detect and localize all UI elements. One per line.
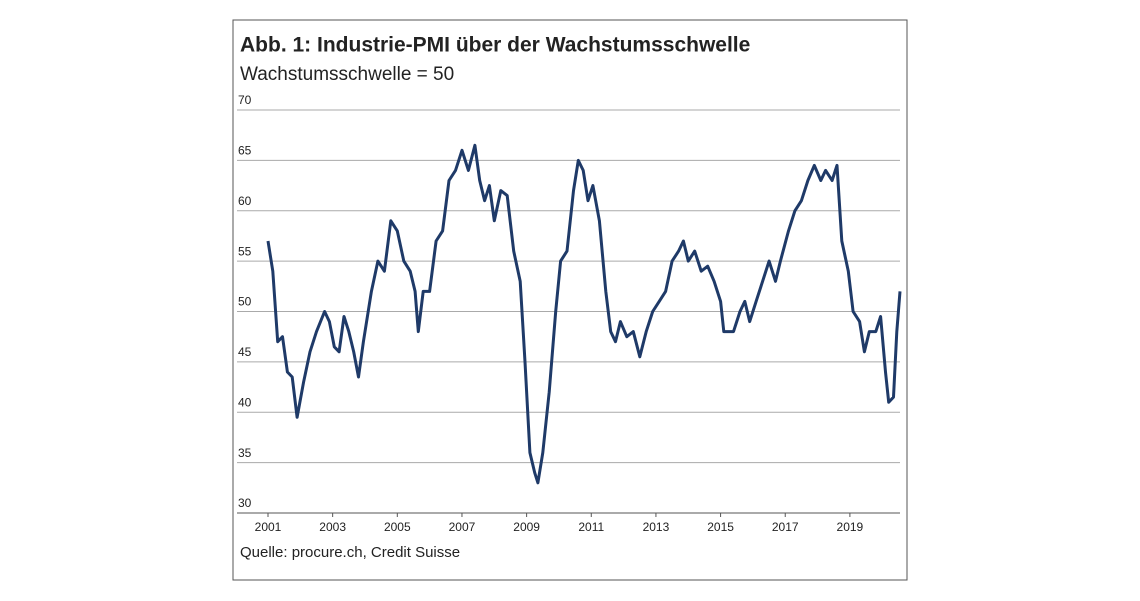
x-tick-label: 2001 (255, 520, 282, 534)
x-tick-label: 2007 (449, 520, 476, 534)
line (266, 143, 902, 485)
chart-title: Abb. 1: Industrie-PMI über der Wachstums… (240, 34, 750, 57)
chart-subtitle: Wachstumsschwelle = 50 (240, 64, 454, 85)
frame (232, 19, 908, 581)
y-tick-label: 60 (238, 194, 252, 208)
x-tick-label: 2013 (643, 520, 670, 534)
y-tick-label: 65 (238, 144, 252, 158)
x-tick-label: 2011 (578, 520, 604, 534)
y-tick-label: 45 (238, 345, 252, 359)
x-tick-label: 2005 (384, 520, 411, 534)
x-tick-label: 2003 (319, 520, 346, 534)
x-tick-label: 2017 (772, 520, 799, 534)
y-tick-label: 70 (238, 93, 252, 107)
x-tick-label: 2019 (837, 520, 864, 534)
x-tick-label: 2009 (513, 520, 540, 534)
y-tick-label: 40 (238, 395, 252, 409)
y-tick-label: 30 (238, 496, 252, 510)
y-tick-label: 50 (238, 295, 252, 309)
source: Quelle: procure.ch, Credit Suisse (240, 544, 460, 561)
x-tick-label: 2015 (707, 520, 734, 534)
y-tick-label: 55 (238, 244, 252, 258)
y-tick-label: 35 (238, 446, 252, 460)
